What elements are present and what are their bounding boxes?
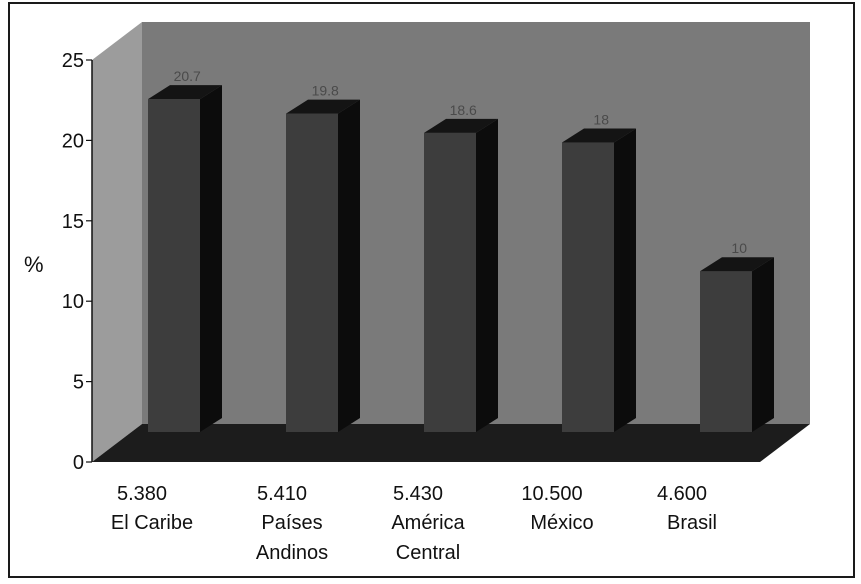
data-label: 18.6 xyxy=(450,102,477,118)
category-label: 4.600 Brasil xyxy=(657,483,717,534)
y-tick-label: 10 xyxy=(62,291,84,313)
category-name: Central xyxy=(396,542,460,564)
category-name: El Caribe xyxy=(111,512,193,534)
data-labels: 20.7 19.8 18.6 18 10 xyxy=(174,68,748,256)
bar xyxy=(286,99,360,432)
bar xyxy=(700,257,774,432)
plot-floor xyxy=(92,424,810,462)
y-tick-label: 5 xyxy=(73,372,84,394)
category-number: 4.600 xyxy=(657,483,707,505)
bar-side xyxy=(752,257,774,432)
bar-side xyxy=(200,85,222,433)
bar-front xyxy=(562,142,614,432)
bar-front xyxy=(286,113,338,432)
data-label: 20.7 xyxy=(174,68,201,84)
plot-side-wall xyxy=(92,22,142,462)
data-label: 18 xyxy=(593,112,609,128)
bar-top xyxy=(148,85,222,100)
category-name: América xyxy=(391,512,465,534)
bar xyxy=(424,118,498,433)
x-axis: 5.380 El Caribe 5.410 Países Andinos 5.430 Amé… xyxy=(111,483,717,564)
category-name: Andinos xyxy=(256,542,328,564)
chart-frame xyxy=(8,2,855,578)
bar xyxy=(562,128,636,432)
bar-front xyxy=(148,99,200,433)
category-label: 5.430 América Central xyxy=(391,483,465,564)
category-number: 5.430 xyxy=(393,483,443,505)
category-name: Países xyxy=(261,512,322,534)
category-name: Brasil xyxy=(667,512,717,534)
bar-front xyxy=(700,271,752,432)
category-label: 5.380 El Caribe xyxy=(111,483,193,534)
bar xyxy=(148,85,222,433)
y-tick-label: 15 xyxy=(62,211,84,233)
category-number: 10.500 xyxy=(521,483,582,505)
bar-side xyxy=(476,118,498,433)
y-axis-label: % xyxy=(24,252,44,277)
category-number: 5.410 xyxy=(257,483,307,505)
category-label: 10.500 México xyxy=(521,483,593,534)
category-number: 5.380 xyxy=(117,483,167,505)
bar-top xyxy=(562,128,636,143)
bar-side xyxy=(614,128,636,432)
y-tick-label: 25 xyxy=(62,50,84,72)
bar-front xyxy=(424,132,476,433)
y-tick-label: 0 xyxy=(73,452,84,474)
bar-top xyxy=(700,257,774,272)
bar-top xyxy=(286,99,360,114)
data-label: 19.8 xyxy=(312,83,339,99)
category-label: 5.410 Países Andinos xyxy=(256,483,328,564)
data-label: 10 xyxy=(731,240,747,256)
category-name: México xyxy=(530,512,593,534)
bar-top xyxy=(424,118,498,133)
bar-side xyxy=(338,99,360,432)
bars xyxy=(148,85,774,433)
y-axis: 0 5 10 15 20 25 xyxy=(62,50,93,474)
y-tick-label: 20 xyxy=(62,130,84,152)
